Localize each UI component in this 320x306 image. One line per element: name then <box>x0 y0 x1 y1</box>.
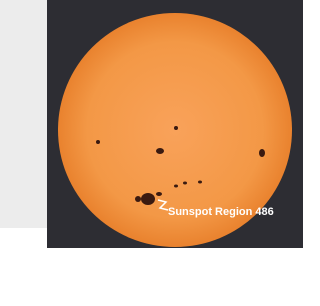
sunspot <box>198 181 202 184</box>
sunspot <box>135 196 141 202</box>
sunspot <box>174 126 178 130</box>
sunspot <box>156 148 164 154</box>
sunspot <box>259 149 265 157</box>
label: Sunspot Region 486 <box>168 206 274 218</box>
sunspot <box>156 192 162 196</box>
side-panel <box>0 0 50 228</box>
sunspot <box>174 185 178 188</box>
page: Sunspot Region 486 (() => { const data =… <box>0 0 303 306</box>
photo: Sunspot Region 486 <box>0 0 303 306</box>
sunspot <box>96 140 100 144</box>
sunspot <box>141 193 155 205</box>
sunspot <box>183 182 187 185</box>
